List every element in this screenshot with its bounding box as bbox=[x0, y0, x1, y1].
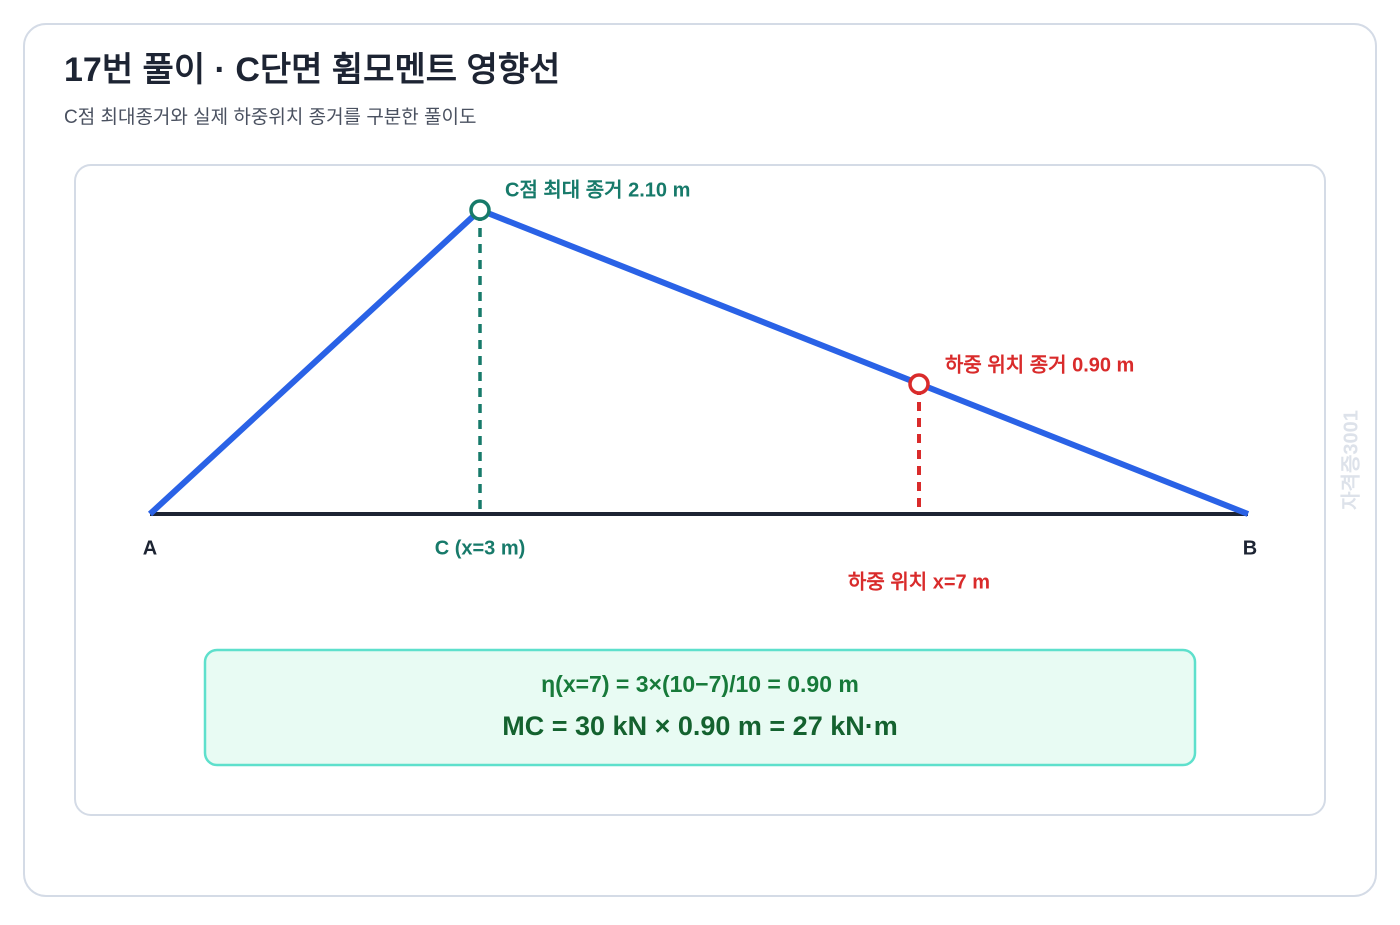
load-point bbox=[908, 373, 930, 395]
formula-result: MC = 30 kN × 0.90 m = 27 kN·m bbox=[502, 711, 897, 741]
section-c-label: C (x=3 m) bbox=[435, 537, 526, 559]
support-a: A bbox=[143, 537, 157, 559]
subtitle: C점 최대종거와 실제 하중위치 종거를 구분한 풀이도 bbox=[64, 106, 476, 128]
formula-box bbox=[203, 648, 1197, 767]
title: 17번 풀이 · C단면 휨모멘트 영향선 bbox=[64, 51, 560, 89]
formula-line: η(x=7) = 3×(10−7)/10 = 0.90 m bbox=[541, 671, 859, 697]
load-position-label: 하중 위치 x=7 m bbox=[848, 570, 990, 593]
support-b: B bbox=[1243, 537, 1257, 559]
peak-label: C점 최대 종거 2.10 m bbox=[505, 178, 690, 201]
watermark: 자격증3001 bbox=[1339, 410, 1362, 510]
peak-point bbox=[469, 199, 491, 221]
load-label: 하중 위치 종거 0.90 m bbox=[945, 353, 1134, 376]
